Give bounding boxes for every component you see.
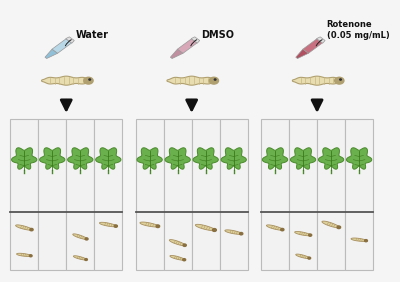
Circle shape bbox=[308, 257, 311, 259]
Circle shape bbox=[240, 232, 243, 235]
Polygon shape bbox=[140, 222, 159, 227]
Circle shape bbox=[212, 229, 216, 232]
Circle shape bbox=[281, 228, 284, 231]
Polygon shape bbox=[221, 148, 246, 169]
FancyBboxPatch shape bbox=[220, 118, 248, 270]
Polygon shape bbox=[316, 37, 325, 43]
Polygon shape bbox=[296, 254, 310, 259]
Circle shape bbox=[340, 79, 341, 80]
Circle shape bbox=[89, 79, 90, 80]
FancyBboxPatch shape bbox=[192, 118, 220, 270]
Polygon shape bbox=[322, 221, 340, 228]
Circle shape bbox=[309, 234, 312, 236]
Polygon shape bbox=[303, 39, 322, 53]
Polygon shape bbox=[225, 230, 242, 234]
Polygon shape bbox=[351, 238, 367, 241]
Polygon shape bbox=[195, 224, 216, 231]
Polygon shape bbox=[346, 148, 372, 169]
Polygon shape bbox=[295, 232, 312, 236]
Polygon shape bbox=[40, 148, 65, 169]
Polygon shape bbox=[45, 49, 58, 58]
Polygon shape bbox=[318, 148, 344, 169]
Circle shape bbox=[337, 226, 340, 229]
Circle shape bbox=[183, 259, 186, 261]
Polygon shape bbox=[68, 148, 93, 169]
Polygon shape bbox=[66, 37, 74, 43]
Polygon shape bbox=[42, 76, 91, 85]
Polygon shape bbox=[16, 253, 32, 256]
Circle shape bbox=[214, 79, 216, 80]
FancyBboxPatch shape bbox=[38, 118, 66, 270]
FancyBboxPatch shape bbox=[289, 118, 317, 270]
Circle shape bbox=[364, 240, 368, 242]
Polygon shape bbox=[165, 148, 190, 169]
Polygon shape bbox=[167, 76, 216, 85]
Polygon shape bbox=[169, 240, 186, 246]
Polygon shape bbox=[73, 234, 88, 239]
Text: Water: Water bbox=[76, 30, 109, 40]
Circle shape bbox=[30, 228, 33, 231]
FancyBboxPatch shape bbox=[317, 118, 345, 270]
Polygon shape bbox=[262, 148, 288, 169]
Text: Rotenone
(0.05 mg/mL): Rotenone (0.05 mg/mL) bbox=[326, 20, 389, 40]
Polygon shape bbox=[292, 76, 342, 85]
FancyBboxPatch shape bbox=[66, 118, 94, 270]
FancyBboxPatch shape bbox=[164, 118, 192, 270]
Polygon shape bbox=[266, 225, 284, 230]
Polygon shape bbox=[16, 225, 33, 230]
FancyBboxPatch shape bbox=[136, 118, 164, 270]
Polygon shape bbox=[52, 39, 72, 53]
Circle shape bbox=[114, 225, 117, 227]
Polygon shape bbox=[96, 148, 121, 169]
Circle shape bbox=[209, 77, 218, 84]
Polygon shape bbox=[73, 256, 87, 260]
Circle shape bbox=[183, 244, 186, 246]
Circle shape bbox=[156, 225, 160, 228]
Circle shape bbox=[84, 77, 93, 84]
Polygon shape bbox=[170, 49, 183, 58]
Polygon shape bbox=[178, 39, 197, 53]
Circle shape bbox=[335, 77, 344, 84]
Polygon shape bbox=[296, 49, 308, 58]
Polygon shape bbox=[191, 37, 200, 43]
Circle shape bbox=[85, 259, 87, 261]
FancyBboxPatch shape bbox=[94, 118, 122, 270]
Text: DMSO: DMSO bbox=[201, 30, 234, 40]
Circle shape bbox=[85, 238, 88, 240]
Polygon shape bbox=[170, 255, 185, 260]
Polygon shape bbox=[137, 148, 162, 169]
FancyBboxPatch shape bbox=[345, 118, 373, 270]
Polygon shape bbox=[12, 148, 37, 169]
Circle shape bbox=[29, 255, 32, 257]
Polygon shape bbox=[193, 148, 218, 169]
FancyBboxPatch shape bbox=[261, 118, 289, 270]
Polygon shape bbox=[100, 222, 117, 227]
FancyBboxPatch shape bbox=[10, 118, 38, 270]
Polygon shape bbox=[290, 148, 316, 169]
